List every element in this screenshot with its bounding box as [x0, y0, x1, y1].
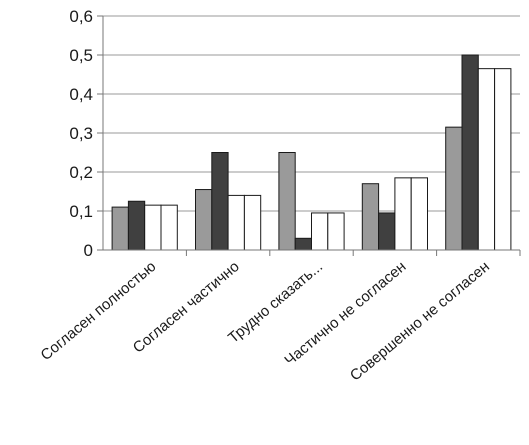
y-tick-label: 0,5	[69, 46, 93, 65]
bar	[111, 206, 129, 251]
bar	[294, 237, 313, 251]
x-category-label: Совершенно не согласен	[347, 258, 493, 384]
y-tick-label: 0,3	[69, 124, 93, 143]
y-tick-label: 0,6	[69, 7, 93, 26]
bar	[278, 152, 296, 251]
axes	[97, 15, 521, 256]
bar	[410, 177, 429, 251]
bar	[477, 68, 496, 251]
y-tick-label: 0	[84, 241, 93, 260]
bar	[160, 204, 178, 251]
y-tick-label: 0,4	[69, 85, 93, 104]
bar	[494, 68, 512, 251]
y-axis-tick-labels: 0 0,1 0,2 0,3 0,4 0,5 0,6	[69, 7, 93, 260]
bar	[211, 152, 229, 251]
bar	[378, 212, 396, 251]
bars	[111, 54, 512, 251]
bar	[243, 194, 262, 251]
y-tick-label: 0,1	[69, 202, 93, 221]
bar	[361, 183, 380, 251]
bar	[445, 126, 463, 251]
bar	[327, 212, 345, 251]
bar	[461, 54, 479, 251]
y-tick-label: 0,2	[69, 163, 93, 182]
bar	[394, 177, 412, 251]
bar	[311, 212, 329, 251]
bar	[144, 204, 162, 251]
bar	[127, 200, 146, 251]
bar	[195, 189, 213, 251]
bar	[227, 194, 245, 251]
